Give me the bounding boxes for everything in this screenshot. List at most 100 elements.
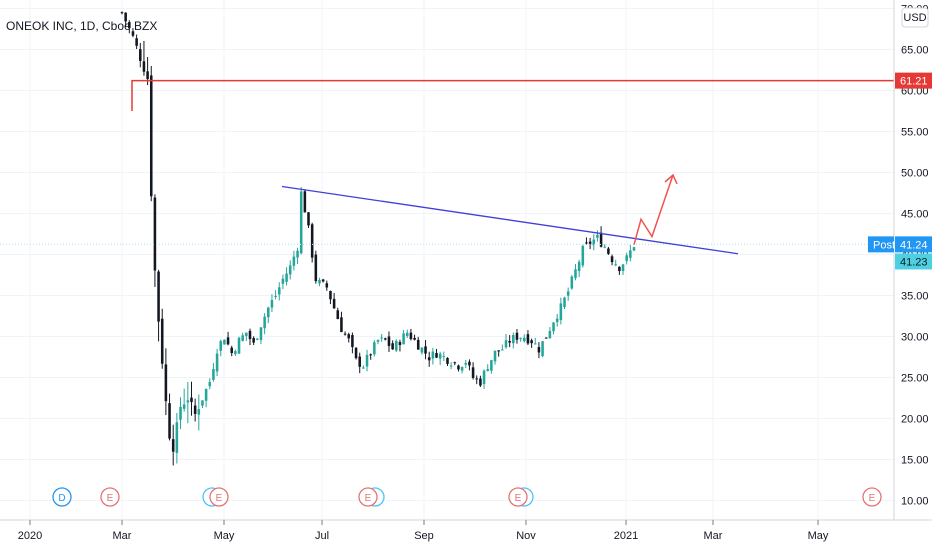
candle-body <box>555 318 559 323</box>
candle-body <box>585 242 588 244</box>
candle <box>245 332 248 341</box>
candle-body <box>215 353 219 372</box>
candle-body <box>588 241 592 244</box>
candle <box>449 362 453 370</box>
x-tick-label: 2020 <box>18 530 42 542</box>
x-tick-label: Mar <box>113 530 132 542</box>
candle-body <box>504 340 508 348</box>
candle-body <box>292 256 296 266</box>
candle <box>596 230 599 242</box>
candle <box>131 28 135 38</box>
candle <box>629 244 632 262</box>
candle <box>120 11 124 15</box>
candle <box>336 307 340 320</box>
candle <box>171 424 175 466</box>
candle-body <box>460 367 464 371</box>
candle <box>281 274 285 290</box>
candle <box>599 226 603 248</box>
candle <box>420 347 424 355</box>
candle <box>252 336 255 345</box>
candle-body <box>267 307 270 318</box>
candle <box>555 313 559 327</box>
candle-body <box>482 370 486 385</box>
event-letter: D <box>58 493 65 504</box>
trendline[interactable] <box>281 185 739 255</box>
candle-body <box>592 239 596 246</box>
candle-body <box>168 403 171 439</box>
candle-body <box>479 378 482 386</box>
candle-body <box>263 316 266 329</box>
candle <box>164 348 168 416</box>
candle <box>460 366 464 374</box>
candle-body <box>453 362 457 364</box>
event-letter: E <box>216 493 223 504</box>
candle-body <box>259 327 263 341</box>
candle-body <box>424 346 427 354</box>
candle-body <box>533 343 537 345</box>
candle-body <box>391 343 394 350</box>
candle-body <box>398 342 402 346</box>
candle <box>230 345 233 357</box>
event-marker-e[interactable]: E <box>100 487 120 507</box>
candle-body <box>135 38 138 46</box>
candle-body <box>632 247 636 251</box>
candle <box>358 352 361 374</box>
candle <box>329 290 332 305</box>
candle-body <box>629 250 632 258</box>
grid <box>0 0 894 520</box>
event-marker-e[interactable]: E <box>508 487 534 507</box>
price-axis[interactable]: 10.0015.0020.0025.0030.0035.0040.0045.00… <box>901 4 929 508</box>
candle <box>526 330 530 346</box>
candle <box>405 329 409 339</box>
candle-body <box>497 350 500 352</box>
candle <box>512 332 515 349</box>
candle <box>201 400 204 409</box>
event-marker-e[interactable]: E <box>202 487 229 507</box>
event-ring <box>209 487 229 507</box>
resistance-line[interactable] <box>131 79 894 112</box>
event-letter: E <box>107 493 114 504</box>
candle-body <box>285 273 288 282</box>
event-marker-e[interactable]: E <box>862 487 882 507</box>
candle-body <box>420 347 424 353</box>
candle-body <box>563 297 566 308</box>
candle <box>446 357 449 367</box>
candle <box>208 378 212 390</box>
resistance-price-tag <box>895 72 932 89</box>
forecast-arrow[interactable] <box>633 174 674 245</box>
candle-body <box>362 367 365 369</box>
candle <box>124 12 127 28</box>
candle-body <box>277 287 281 295</box>
candle-body <box>457 365 460 370</box>
candle-body <box>171 439 175 452</box>
candle <box>186 381 190 424</box>
candle-body <box>541 341 544 357</box>
candle-body <box>299 191 303 254</box>
candle-body <box>581 246 585 266</box>
candle-body <box>599 232 603 247</box>
candle <box>471 362 475 380</box>
event-marker-d[interactable]: D <box>52 487 72 507</box>
x-tick-label: May <box>214 530 235 542</box>
candle <box>533 337 537 345</box>
candle <box>380 333 383 342</box>
event-letter: E <box>365 493 372 504</box>
candle-body <box>347 334 351 339</box>
candle <box>149 65 153 202</box>
event-marker-e[interactable]: E <box>358 487 385 507</box>
candle-body <box>237 337 241 354</box>
candle-body <box>416 339 420 350</box>
candle <box>468 359 471 371</box>
candle-body <box>234 351 237 355</box>
drawings[interactable] <box>0 79 894 255</box>
candle <box>182 388 186 412</box>
currency-button[interactable]: USD <box>901 7 929 28</box>
candle <box>179 397 182 430</box>
resistance-price-label: 61.21 <box>900 76 928 88</box>
candle-body <box>603 246 607 248</box>
candle-body <box>230 347 233 353</box>
candle <box>351 332 354 354</box>
time-axis[interactable]: 2020 Mar May Jul Sep Nov 2021 Mar May <box>18 520 829 542</box>
